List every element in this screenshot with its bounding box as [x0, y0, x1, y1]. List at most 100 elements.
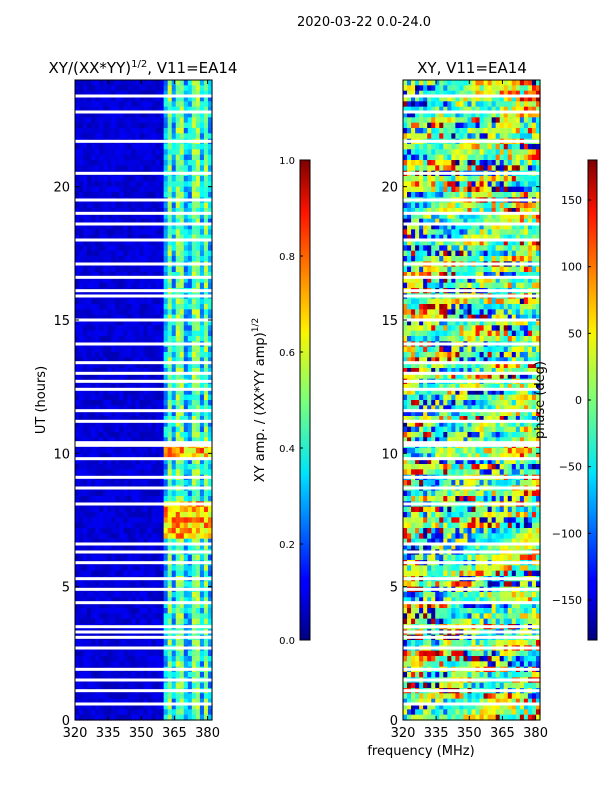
heatmap-cell [127, 240, 133, 246]
heatmap-cell [171, 240, 177, 246]
heatmap-cell [151, 410, 157, 417]
heatmap-cell [159, 581, 165, 588]
heatmap-cell [75, 570, 80, 577]
heatmap-cell [123, 240, 128, 246]
heatmap-cell [451, 112, 456, 118]
heatmap-cell [455, 149, 461, 156]
heatmap-cell [511, 90, 517, 97]
heatmap-cell [83, 240, 88, 246]
heatmap-cell [203, 709, 209, 716]
heatmap-cell [99, 570, 104, 577]
heatmap-cell [467, 160, 473, 166]
heatmap-cell [447, 202, 452, 209]
heatmap-cell [131, 602, 137, 609]
heatmap-cell [495, 160, 501, 166]
heatmap-cell [183, 389, 189, 396]
heatmap-cell [91, 704, 96, 710]
heatmap-cell [175, 389, 181, 396]
heatmap-cell [455, 90, 461, 97]
flagged-row [75, 275, 212, 279]
heatmap-cell [179, 234, 185, 241]
heatmap-cell [415, 112, 420, 118]
heatmap-cell [199, 186, 205, 193]
heatmap-cell [499, 192, 505, 198]
heatmap-cell [151, 192, 157, 198]
heatmap-cell [419, 133, 424, 140]
heatmap-cell [139, 528, 145, 534]
colorbar-tick-label: 0.2 [279, 540, 295, 551]
heatmap-cell [199, 250, 205, 257]
heatmap-cell [175, 512, 181, 518]
heatmap-cell [187, 218, 193, 225]
heatmap-cell [187, 240, 193, 246]
heatmap-cell [163, 282, 169, 289]
heatmap-cell [179, 714, 185, 721]
heatmap-cell [195, 314, 201, 321]
heatmap-cell [163, 640, 169, 646]
heatmap-cell [139, 186, 145, 193]
heatmap-cell [143, 250, 149, 257]
heatmap-cell [191, 426, 197, 433]
heatmap-cell [171, 613, 177, 620]
heatmap-cell [519, 160, 525, 166]
heatmap-cell [183, 394, 189, 401]
heatmap-cell [119, 176, 124, 182]
heatmap-cell [207, 469, 213, 476]
heatmap-cell [163, 458, 169, 465]
heatmap-cell [159, 448, 165, 454]
heatmap-cell [187, 213, 193, 220]
heatmap-cell [127, 394, 133, 401]
heatmap-cell [163, 709, 169, 716]
heatmap-cell [171, 421, 177, 428]
heatmap-cell [83, 277, 88, 284]
heatmap-cell [447, 96, 452, 102]
heatmap-cell [171, 389, 177, 396]
heatmap-cell [139, 602, 145, 609]
heatmap-cell [127, 640, 133, 646]
heatmap-cell [179, 458, 185, 465]
heatmap-cell [75, 256, 80, 262]
heatmap-cell [147, 128, 153, 134]
heatmap-cell [195, 325, 201, 332]
heatmap-cell [179, 208, 185, 214]
heatmap-cell [167, 490, 173, 497]
heatmap-cell [475, 112, 481, 118]
heatmap-cell [159, 565, 165, 572]
heatmap-cell [411, 160, 416, 166]
heatmap-cell [187, 298, 193, 305]
heatmap-cell [163, 112, 169, 118]
heatmap-cell [195, 656, 201, 662]
heatmap-cell [95, 533, 100, 540]
heatmap-cell [151, 352, 157, 358]
heatmap-cell [99, 693, 104, 700]
heatmap-cell [95, 656, 100, 662]
heatmap-cell [99, 149, 104, 156]
heatmap-cell [83, 357, 88, 364]
heatmap-cell [131, 544, 137, 550]
heatmap-cell [479, 106, 485, 113]
heatmap-cell [127, 517, 133, 524]
heatmap-cell [147, 709, 153, 716]
heatmap-cell [91, 432, 96, 438]
heatmap-cell [155, 202, 161, 209]
heatmap-cell [163, 453, 169, 460]
heatmap-cell [183, 96, 189, 102]
heatmap-cell [191, 496, 197, 502]
heatmap-cell [419, 128, 424, 134]
heatmap-cell [135, 85, 141, 92]
heatmap-cell [423, 117, 428, 124]
heatmap-cell [179, 320, 185, 326]
heatmap-cell [103, 661, 108, 668]
heatmap-cell [103, 213, 108, 220]
heatmap-cell [119, 245, 124, 252]
heatmap-cell [107, 272, 112, 278]
heatmap-cell [479, 90, 485, 97]
heatmap-cell [91, 394, 96, 401]
heatmap-cell [147, 133, 153, 140]
heatmap-cell [195, 698, 201, 705]
heatmap-cell [139, 101, 145, 108]
heatmap-cell [471, 192, 477, 198]
heatmap-cell [175, 186, 181, 193]
heatmap-cell [83, 416, 88, 422]
heatmap-cell [183, 533, 189, 540]
